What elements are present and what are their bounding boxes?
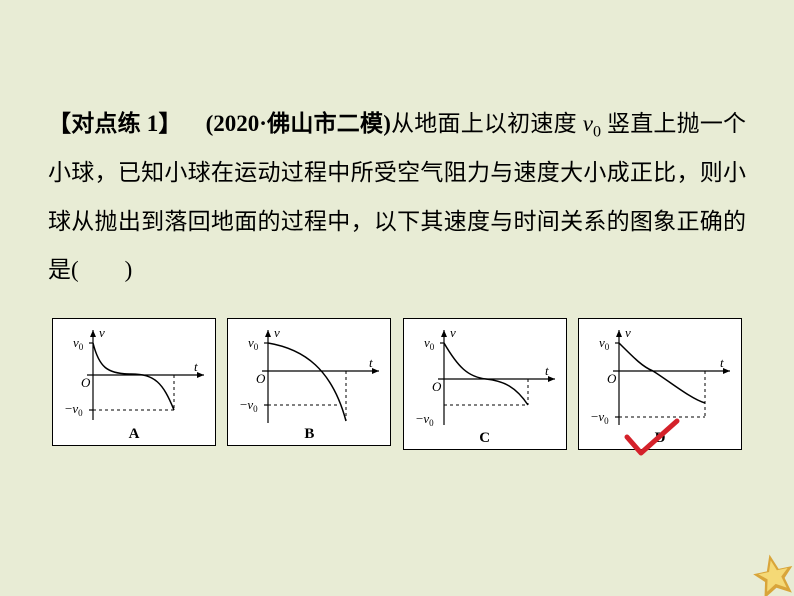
- correct-checkmark-icon: [623, 417, 683, 461]
- graph-label-b: B: [304, 426, 314, 443]
- svg-text:v: v: [450, 325, 456, 340]
- question-source: (2020·佛山市二模): [206, 111, 391, 136]
- graph-option-a: v t O v0 −v0 A: [52, 318, 216, 446]
- svg-text:−v0: −v0: [240, 397, 258, 414]
- svg-text:O: O: [256, 371, 266, 386]
- svg-text:v: v: [625, 325, 631, 340]
- graph-label-c: C: [479, 430, 490, 447]
- graph-label-a: A: [129, 426, 140, 443]
- svg-text:O: O: [81, 375, 91, 390]
- svg-text:O: O: [607, 371, 617, 386]
- question-heading: 【对点练 1】: [48, 111, 182, 136]
- svg-text:−v0: −v0: [591, 409, 609, 426]
- v0-symbol: v: [583, 111, 593, 136]
- svg-text:t: t: [720, 355, 724, 370]
- graph-option-d: v t O v0 −v0 D: [578, 318, 742, 450]
- svg-text:v0: v0: [424, 335, 435, 352]
- question-body-2: 竖直上抛一个小球，已知小球在运动过程中所受空气阻力与速度大小成正比，则小球从抛出…: [48, 111, 746, 282]
- v0-sub: 0: [593, 124, 601, 141]
- svg-text:−v0: −v0: [65, 401, 83, 418]
- svg-text:v0: v0: [73, 335, 84, 352]
- svg-text:v0: v0: [248, 335, 259, 352]
- svg-text:v: v: [274, 325, 280, 340]
- graph-option-b: v t O v0 −v0 B: [227, 318, 391, 446]
- question-container: 【对点练 1】 (2020·佛山市二模)从地面上以初速度 v0 竖直上抛一个小球…: [0, 0, 794, 450]
- graph-d-svg: v t O v0 −v0: [585, 325, 735, 429]
- graph-b-svg: v t O v0 −v0: [234, 325, 384, 425]
- question-text: 【对点练 1】 (2020·佛山市二模)从地面上以初速度 v0 竖直上抛一个小球…: [48, 100, 746, 294]
- question-body-1: 从地面上以初速度: [391, 111, 583, 136]
- svg-text:−v0: −v0: [416, 411, 434, 428]
- svg-text:t: t: [369, 355, 373, 370]
- graph-c-svg: v t O v0 −v0: [410, 325, 560, 429]
- graphs-row: v t O v0 −v0 A v t O: [48, 318, 746, 450]
- svg-text:O: O: [432, 379, 442, 394]
- svg-text:t: t: [194, 359, 198, 374]
- svg-text:v0: v0: [599, 335, 610, 352]
- graph-option-c: v t O v0 −v0 C: [403, 318, 567, 450]
- svg-text:v: v: [99, 325, 105, 340]
- star-decoration-icon: [734, 546, 794, 596]
- graph-a-svg: v t O v0 −v0: [59, 325, 209, 425]
- svg-text:t: t: [545, 363, 549, 378]
